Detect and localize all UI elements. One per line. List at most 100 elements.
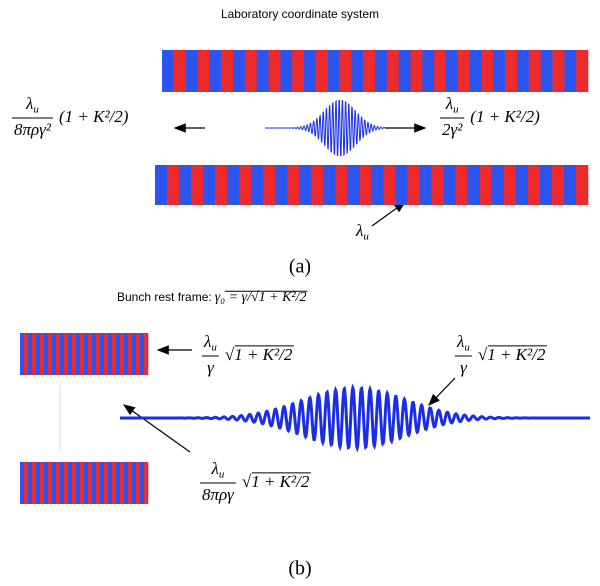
denominator: γ — [207, 358, 215, 377]
magnet-pole — [347, 165, 359, 205]
magnet-pole — [251, 165, 263, 205]
wave-packet — [265, 100, 385, 155]
magnet-pole — [396, 165, 408, 205]
magnet-pole — [552, 165, 564, 205]
bottom-title-formula: γ₀ = γ/√1 + K²/2 — [215, 290, 307, 305]
magnet-pole — [72, 333, 76, 375]
magnet-pole — [96, 333, 100, 375]
magnet-pole — [24, 462, 28, 504]
magnet-pole — [144, 462, 148, 504]
magnet-pole — [44, 333, 48, 375]
magnet-pole — [100, 333, 104, 375]
magnet-pole — [144, 333, 148, 375]
magnet-pole — [72, 462, 76, 504]
magnet-pole — [32, 462, 36, 504]
magnet-pole — [132, 333, 136, 375]
magnet-pole — [316, 50, 328, 92]
numerator-sub: u — [211, 342, 217, 354]
magnet-pole — [444, 165, 456, 205]
magnet-pole — [167, 165, 179, 205]
magnet-pole — [215, 165, 227, 205]
magnet-pole — [76, 462, 80, 504]
magnet-pole — [52, 462, 56, 504]
magnet-pole — [40, 333, 44, 375]
magnet-pole — [112, 462, 116, 504]
magnet-pole — [124, 333, 128, 375]
magnet-pole — [88, 333, 92, 375]
magnet-pole — [24, 333, 28, 375]
magnet-pole — [456, 165, 468, 205]
magnet-pole — [384, 165, 396, 205]
numerator: λ — [211, 459, 219, 478]
magnet-pole — [120, 333, 124, 375]
magnet-pole — [470, 50, 482, 92]
magnet-pole — [40, 462, 44, 504]
formula-tail: (1 + K²/2) — [470, 107, 540, 126]
numerator-sub: u — [219, 469, 225, 481]
magnet-pole — [96, 462, 100, 504]
magnet-pole — [68, 462, 72, 504]
magnet-pole — [92, 333, 96, 375]
magnet-pole — [140, 333, 144, 375]
magnet-pole — [174, 50, 186, 92]
magnet-pole — [124, 462, 128, 504]
magnet-pole — [64, 462, 68, 504]
numerator-sub: u — [33, 104, 39, 116]
magnet-pole — [36, 462, 40, 504]
magnet-pole — [245, 50, 257, 92]
magnet-pole — [76, 333, 80, 375]
magnet-pole — [269, 50, 281, 92]
denominator: 8πργ² — [14, 120, 52, 139]
magnet-pole — [128, 333, 132, 375]
magnet-pole — [104, 333, 108, 375]
magnet-pole — [198, 50, 210, 92]
magnet-pole — [20, 333, 24, 375]
undulator — [162, 50, 588, 92]
magnet-pole — [323, 165, 335, 205]
magnet-pole — [299, 165, 311, 205]
magnet-pole — [162, 50, 174, 92]
magnet-pole — [553, 50, 565, 92]
magnet-pole — [64, 333, 68, 375]
magnet-pole — [275, 165, 287, 205]
magnet-pole — [335, 165, 347, 205]
magnet-pole — [422, 50, 434, 92]
magnet-pole — [60, 333, 64, 375]
magnet-pole — [263, 165, 275, 205]
magnet-pole — [56, 462, 60, 504]
magnet-pole — [287, 165, 299, 205]
magnet-pole — [88, 462, 92, 504]
magnet-pole — [304, 50, 316, 92]
magnet-pole — [564, 50, 576, 92]
magnet-pole — [239, 165, 251, 205]
denominator: γ — [460, 358, 468, 377]
magnet-pole — [529, 50, 541, 92]
magnet-pole — [340, 50, 352, 92]
magnet-pole — [359, 165, 371, 205]
magnet-pole — [108, 462, 112, 504]
magnet-pole — [517, 50, 529, 92]
magnet-pole — [432, 165, 444, 205]
denominator: 8πργ — [202, 485, 235, 504]
magnet-pole — [60, 462, 64, 504]
numerator-sub: u — [464, 342, 470, 354]
magnet-pole — [504, 165, 516, 205]
magnet-pole — [136, 462, 140, 504]
magnet-pole — [576, 165, 588, 205]
numerator: λ — [203, 332, 211, 351]
magnet-pole — [28, 462, 32, 504]
magnet-pole — [32, 333, 36, 375]
formula-tail: √1 + K²/2 — [225, 345, 293, 364]
magnet-pole — [28, 333, 32, 375]
magnet-pole — [116, 462, 120, 504]
magnet-pole — [363, 50, 375, 92]
magnet-pole — [458, 50, 470, 92]
undulator — [20, 462, 148, 504]
magnet-pole — [528, 165, 540, 205]
top-title: Laboratory coordinate system — [221, 7, 379, 21]
formula-tail: √1 + K²/2 — [242, 472, 310, 491]
magnet-pole — [411, 50, 423, 92]
magnet-pole — [576, 50, 588, 92]
wave-packet — [120, 388, 590, 448]
magnet-pole — [120, 462, 124, 504]
